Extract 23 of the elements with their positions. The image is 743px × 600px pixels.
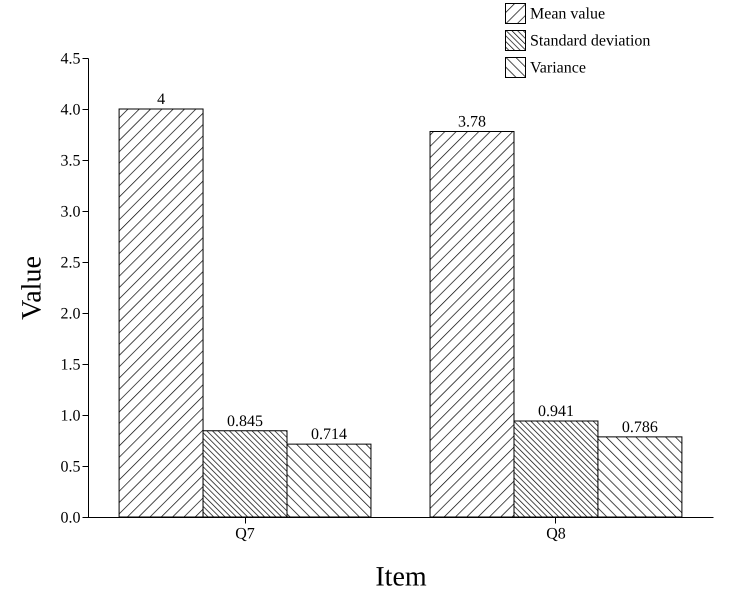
data-label: 4 [157,91,166,108]
y-tick-label: 0.0 [60,510,80,526]
x-axis-title: Item [375,562,427,592]
legend-label: Standard deviation [530,32,650,50]
y-tick-label: 1.5 [60,356,80,374]
y-tick-label: 4.0 [60,102,80,118]
y-tick-label: 2.5 [60,254,80,272]
data-label: 0.714 [310,426,347,444]
data-label: 0.845 [227,412,264,430]
x-tick-label: Q8 [546,526,566,542]
y-axis-title: Value [16,256,48,320]
data-label: 0.786 [622,418,658,436]
y-tick-label: 3.5 [60,152,80,170]
data-label: 0.941 [538,403,574,420]
y-tick-label: 0.5 [60,458,80,476]
data-label: 3.78 [458,113,486,130]
legend-label: Variance [530,60,586,76]
y-tick-label: 1.0 [60,408,80,424]
x-tick-label: Q7 [235,526,255,542]
y-tick-label: 3.0 [60,204,80,220]
legend-label: Mean value [530,6,606,22]
y-tick-label: 4.5 [60,50,80,68]
y-tick-label: 2.0 [60,306,80,322]
